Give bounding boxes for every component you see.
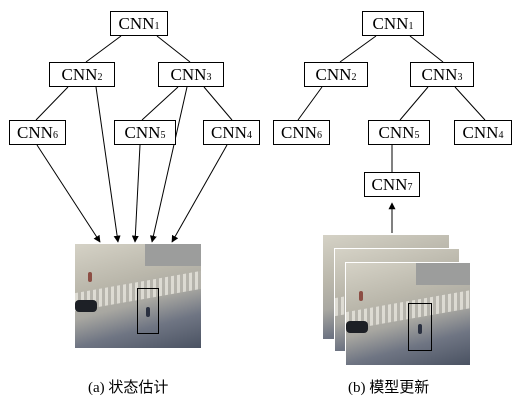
- frame-wall: [416, 263, 470, 285]
- node-b-cnn7: CNN 7: [364, 172, 420, 197]
- node-a-cnn5: CNN 5: [114, 120, 176, 145]
- node-a-cnn2: CNN 2: [49, 62, 115, 87]
- node-b-cnn1: CNN 1: [362, 11, 424, 36]
- tracked-person: [146, 307, 150, 317]
- node-a-cnn6: CNN 6: [9, 120, 66, 145]
- arrow-a-2: [95, 86, 121, 243]
- caption-b: (b) 模型更新: [348, 380, 430, 396]
- pedestrian: [88, 272, 92, 282]
- edge-b-1-3: [409, 35, 444, 63]
- caption-a: (a) 状态估计: [88, 380, 169, 396]
- edge-b-2-6: [297, 86, 323, 121]
- node-b-cnn3: CNN 3: [410, 62, 474, 87]
- node-b-cnn2: CNN 2: [304, 62, 368, 87]
- node-b-cnn6: CNN 6: [273, 120, 330, 145]
- frame-wall: [145, 244, 201, 266]
- car-silhouette: [75, 300, 97, 312]
- node-a-cnn1: CNN 1: [110, 11, 168, 36]
- node-a-cnn4: CNN 4: [203, 120, 260, 145]
- edge-b-1-2: [339, 35, 377, 63]
- edge-b-3-4: [454, 86, 486, 121]
- edge-a-3-5: [141, 86, 179, 121]
- edge-a-3-4: [203, 86, 233, 121]
- tracked-person: [418, 324, 422, 334]
- arrow-a-3: [149, 86, 188, 243]
- car-silhouette: [346, 321, 368, 333]
- arrow-a-5: [131, 144, 141, 243]
- video-frame-b-front: [345, 262, 471, 366]
- edge-b-3-5: [399, 86, 429, 121]
- arrow-a-6: [36, 144, 101, 243]
- edge-a-1-3: [156, 35, 191, 63]
- tracking-box-a: [137, 288, 159, 334]
- edge-a-2-6: [35, 86, 69, 121]
- video-frame-a: [75, 244, 201, 348]
- tracking-box-b: [408, 303, 432, 351]
- node-b-cnn4: CNN 4: [454, 120, 512, 145]
- node-a-cnn3: CNN 3: [158, 62, 224, 87]
- node-b-cnn5: CNN 5: [368, 120, 430, 145]
- pedestrian: [359, 291, 363, 301]
- arrow-a-4: [171, 144, 228, 243]
- edge-a-1-2: [85, 35, 122, 63]
